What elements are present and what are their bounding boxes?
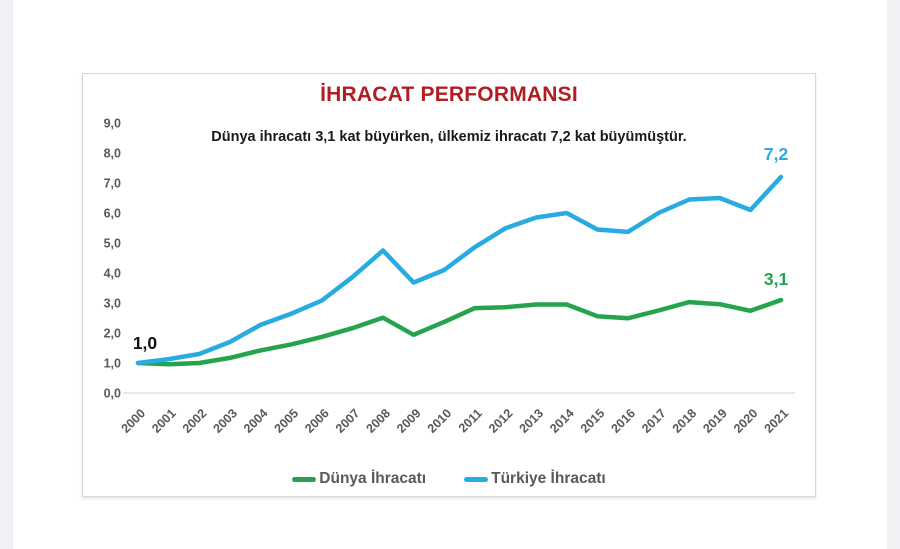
y-axis-tick-label: 7,0 [104, 177, 121, 191]
x-axis-tick-label: 2021 [762, 406, 792, 436]
y-axis-tick-label: 2,0 [104, 327, 121, 341]
x-axis-tick-label: 2015 [578, 406, 608, 436]
x-axis-tick-label: 2016 [608, 406, 638, 436]
y-axis-tick-label: 8,0 [104, 147, 121, 161]
legend-label-dunya: Dünya İhracatı [319, 470, 427, 487]
dunya-series-line [135, 297, 784, 367]
dunya-end-value-label: 3,1 [764, 269, 789, 289]
x-axis-tick-label: 2005 [272, 406, 302, 436]
chart-legend: Dünya İhracatı Türkiye İhracatı [83, 466, 815, 492]
legend-item-dunya: Dünya İhracatı [292, 470, 426, 488]
turkiye-series-line-icon [464, 476, 489, 482]
y-axis-tick-label: 0,0 [104, 387, 121, 401]
x-axis-tick-label: 2001 [149, 406, 179, 436]
x-axis-tick-label: 2000 [119, 406, 149, 436]
turkiye-series-line [135, 174, 784, 366]
y-axis-tick-label: 4,0 [104, 267, 121, 281]
x-axis-tick-label: 2007 [333, 406, 363, 436]
x-axis-tick-label: 2008 [364, 406, 394, 436]
chart-card: İHRACAT PERFORMANSI Dünya ihracatı 3,1 k… [82, 73, 816, 497]
chart-subtitle: Dünya ihracatı 3,1 kat büyürken, ülkemiz… [211, 129, 687, 145]
dunya-series-line-icon [292, 476, 317, 482]
chart-title: İHRACAT PERFORMANSI [320, 83, 578, 106]
x-axis-tick-label: 2010 [425, 406, 455, 436]
y-axis-tick-label: 9,0 [104, 117, 121, 131]
turkiye-end-value-label: 7,2 [764, 144, 789, 164]
x-axis-tick-label: 2003 [210, 406, 240, 436]
x-axis-tick-label: 2013 [517, 406, 547, 436]
start-value-label: 1,0 [133, 333, 158, 353]
y-axis-tick-label: 3,0 [104, 297, 121, 311]
x-axis-tick-label: 2018 [670, 406, 700, 436]
x-axis-tick-label: 2017 [639, 406, 669, 436]
page-margin-right [887, 0, 900, 549]
legend-item-turkiye: Türkiye İhracatı [464, 470, 606, 488]
legend-label-turkiye: Türkiye İhracatı [491, 470, 606, 487]
x-axis-tick-label: 2002 [180, 406, 210, 436]
y-axis-tick-label: 5,0 [104, 237, 121, 251]
x-axis-tick-label: 2009 [394, 406, 424, 436]
x-axis-tick-label: 2011 [456, 406, 485, 435]
page-margin-left [0, 0, 13, 549]
x-axis-tick-label: 2006 [302, 406, 332, 436]
x-axis-tick-label: 2012 [486, 406, 516, 436]
y-axis-tick-label: 6,0 [104, 207, 121, 221]
y-axis-tick-label: 1,0 [104, 357, 121, 371]
x-axis-tick-label: 2019 [700, 406, 730, 436]
x-axis-tick-label: 2020 [731, 406, 761, 436]
x-axis-tick-label: 2014 [547, 406, 577, 436]
x-axis-tick-label: 2004 [241, 406, 271, 436]
